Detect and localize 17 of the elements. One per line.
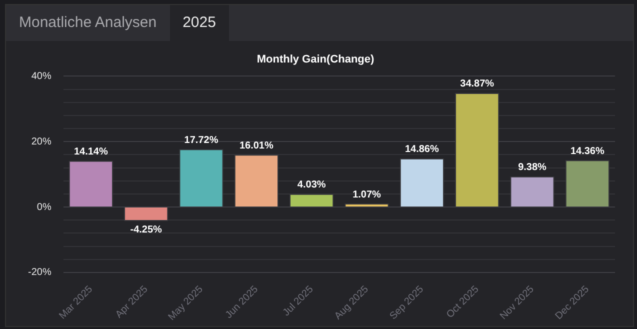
y-tick-label: 40%: [31, 70, 52, 82]
text: Monatliche Analysen: [18, 13, 158, 33]
data-label: -4.25%: [130, 224, 162, 236]
data-label: 4.03%: [297, 180, 326, 191]
chart-title: Monthly Gain(Change): [256, 54, 374, 66]
y-tick-label: -20%: [28, 267, 52, 278]
data-label: 34.87%: [460, 78, 494, 90]
data-label: 16.01%: [239, 140, 274, 152]
data-label: 14.86%: [404, 144, 439, 156]
y-tick-label: 0%: [36, 202, 52, 213]
data-label: 1.07%: [352, 189, 382, 200]
y-tick-label: 20%: [31, 136, 52, 148]
data-label: 17.72%: [184, 134, 218, 146]
text: 2025: [170, 5, 229, 41]
data-label: 14.14%: [74, 146, 108, 158]
data-label: 14.36%: [570, 146, 604, 157]
data-label: 9.38%: [518, 162, 547, 174]
